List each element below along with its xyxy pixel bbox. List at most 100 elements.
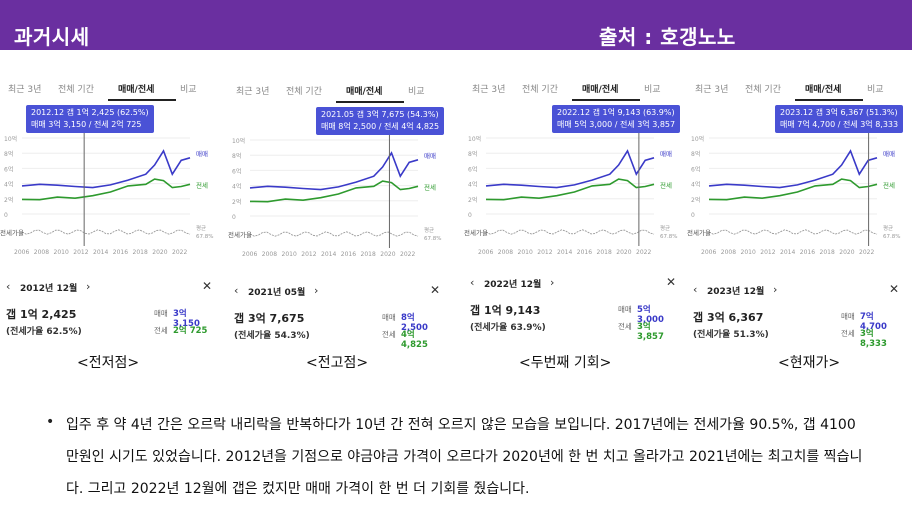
tab-3[interactable]: 매매/전세: [582, 85, 619, 95]
gap-value: 갭 1억 9,143: [470, 304, 541, 317]
y-tick-label: 6억: [4, 165, 13, 173]
x-tick-label: 2008: [721, 249, 736, 256]
jeonse-ratio: (전세가율 54.3%): [234, 331, 310, 341]
x-tick-label: 2018: [361, 251, 376, 258]
x-tick-label: 2014: [93, 249, 108, 256]
tab-3[interactable]: 매매/전세: [118, 85, 155, 95]
close-icon[interactable]: ✕: [889, 282, 900, 296]
next-month-icon[interactable]: ›: [550, 276, 555, 289]
avg-value: 67.8%: [660, 234, 677, 240]
next-month-icon[interactable]: ›: [773, 283, 778, 296]
source-label: 출처 : 호갱노노: [599, 25, 736, 49]
caption-4: <현재가>: [778, 355, 841, 371]
x-tick-label: 2006: [242, 251, 257, 258]
detail-info: ‹ 2023년 12월 › ✕ 갭 3억 6,367 (전세가율 51.3%) 매매 7억 4…: [693, 282, 900, 349]
active-tab-underline: [336, 101, 404, 103]
series-line-trade: [485, 149, 655, 189]
y-tick-label: 4억: [4, 181, 13, 189]
prev-month-icon[interactable]: ‹: [234, 284, 239, 297]
x-tick-label: 2010: [741, 249, 756, 256]
chart-panel-4: 최근 3년 전체 기간 매매/전세 비교 10억 8억 6억 4억 2억 0 매매 전세 전세가율 평균 6…: [687, 68, 905, 349]
x-tick-label: 2022: [400, 251, 415, 258]
tab-2[interactable]: 전체 기간: [522, 85, 558, 95]
tab-1[interactable]: 최근 3년: [695, 85, 729, 95]
y-tick-label: 6억: [691, 165, 700, 173]
tab-2[interactable]: 전체 기간: [745, 85, 781, 95]
trade-series-label: 매매: [196, 150, 208, 158]
x-tick-label: 2012: [73, 249, 88, 256]
series-line-rent: [485, 178, 655, 201]
x-tick-label: 2020: [839, 249, 854, 256]
trade-series-label: 매매: [660, 150, 672, 158]
trade-label: 매매: [618, 305, 632, 314]
x-tick-label: 2010: [518, 249, 533, 256]
selected-month: 2023년 12월: [707, 287, 765, 297]
tab-2[interactable]: 전체 기간: [58, 85, 94, 95]
y-tick-label: 4억: [468, 181, 477, 189]
selected-month: 2012년 12월: [20, 284, 78, 294]
y-tick-label: 10억: [232, 137, 245, 145]
next-month-icon[interactable]: ›: [86, 280, 91, 293]
close-icon[interactable]: ✕: [430, 283, 441, 297]
hover-tooltip: 2022.12 갭 1억 9,143 (63.9%) 매매 5억 3,000 / …: [552, 105, 681, 133]
tab-4[interactable]: 비교: [180, 85, 197, 95]
rent-series-label: 전세: [660, 180, 672, 189]
x-tick-label: 2020: [616, 249, 631, 256]
tooltip-line-1: 2021.05 갭 3억 7,675 (54.3%): [321, 110, 439, 119]
trade-price: 7억 4,700: [860, 312, 887, 332]
tooltip-line-1: 2022.12 갭 1억 9,143 (63.9%): [557, 108, 675, 117]
jeonse-ratio: (전세가율 62.5%): [6, 327, 82, 337]
avg-value: 67.8%: [196, 234, 213, 240]
ratio-axis-label: 전세가율: [464, 228, 488, 237]
close-icon[interactable]: ✕: [666, 275, 677, 289]
tab-bar: 최근 3년 전체 기간 매매/전세 비교: [0, 68, 218, 101]
close-icon[interactable]: ✕: [202, 279, 213, 293]
trade-series-label: 매매: [424, 152, 436, 160]
chart-panel-3: 최근 3년 전체 기간 매매/전세 비교 10억 8억 6억 4억 2억 0 매매 전세 전세가율 평균 6…: [464, 68, 682, 348]
prev-month-icon[interactable]: ‹: [470, 276, 475, 289]
hover-tooltip: 2012.12 갭 1억 2,425 (62.5%) 매매 3억 3,150 / …: [26, 105, 154, 133]
tab-3[interactable]: 매매/전세: [346, 87, 383, 97]
description-text: 입주 후 약 4년 간은 오르락 내리락을 반복하다가 10년 간 전혀 오르지…: [66, 417, 863, 497]
avg-label: 평균: [196, 225, 206, 232]
prev-month-icon[interactable]: ‹: [693, 283, 698, 296]
tab-1[interactable]: 최근 3년: [8, 85, 42, 95]
x-tick-label: 2018: [597, 249, 612, 256]
tooltip-line-2: 매매 5억 3,000 / 전세 3억 3,857: [557, 120, 676, 129]
ratio-axis-label: 전세가율: [228, 230, 252, 239]
avg-label: 평균: [424, 227, 434, 234]
tab-4[interactable]: 비교: [644, 85, 661, 95]
y-tick-label: 6억: [468, 165, 477, 173]
chart-panel-2: 최근 3년 전체 기간 매매/전세 비교 10억 8억 6억 4억 2억 0 매매 전세 전세가율 평균 6…: [228, 70, 446, 350]
trade-price: 3억 3,150: [173, 309, 200, 329]
y-tick-label: 10억: [468, 135, 481, 143]
x-tick-label: 2022: [172, 249, 187, 256]
tab-1[interactable]: 최근 3년: [236, 87, 270, 97]
price-chart: 10억 8억 6억 4억 2억 0 매매 전세 전세가율 평균 67.8% 2006 2008 2010 2…: [687, 110, 905, 264]
y-tick-label: 8억: [468, 150, 477, 158]
ratio-axis-label: 전세가율: [687, 228, 711, 237]
x-tick-label: 2022: [859, 249, 874, 256]
x-tick-label: 2018: [820, 249, 835, 256]
y-tick-label: 0: [468, 212, 472, 219]
x-tick-label: 2012: [760, 249, 775, 256]
selected-month: 2022년 12월: [484, 280, 542, 290]
tab-4[interactable]: 비교: [867, 85, 884, 95]
tab-2[interactable]: 전체 기간: [286, 87, 322, 97]
series-line-trade: [21, 149, 191, 189]
month-nav: ‹ 2012년 12월 › ✕: [6, 279, 213, 296]
prev-month-icon[interactable]: ‹: [6, 280, 11, 293]
x-tick-label: 2012: [537, 249, 552, 256]
rent-price: 3억 3,857: [637, 322, 664, 342]
tab-4[interactable]: 비교: [408, 87, 425, 97]
tab-1[interactable]: 최근 3년: [472, 85, 506, 95]
y-tick-label: 0: [232, 214, 236, 221]
y-tick-label: 10억: [4, 135, 17, 143]
y-tick-label: 2억: [468, 196, 477, 204]
tab-3[interactable]: 매매/전세: [805, 85, 842, 95]
next-month-icon[interactable]: ›: [314, 284, 319, 297]
rent-label: 전세: [618, 322, 632, 331]
avg-value: 67.8%: [883, 234, 900, 240]
